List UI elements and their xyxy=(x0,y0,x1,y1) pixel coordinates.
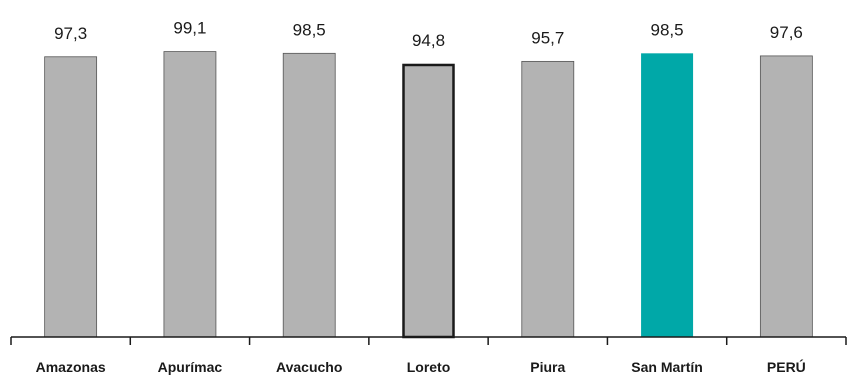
bar-apur-mac xyxy=(163,51,217,338)
category-label: Amazonas xyxy=(36,359,106,375)
value-labels-layer: 97,3 99,1 98,5 94,8 95,7 98,5 97,6 xyxy=(54,19,803,50)
bars-layer xyxy=(44,51,813,339)
value-label: 98,5 xyxy=(293,20,326,39)
value-label: 99,1 xyxy=(173,19,206,38)
category-label: PERÚ xyxy=(767,358,806,375)
value-label: 94,8 xyxy=(412,31,445,50)
bar-piura xyxy=(521,60,575,338)
category-label: Loreto xyxy=(407,359,451,375)
bar-avacucho xyxy=(282,52,336,338)
value-label: 95,7 xyxy=(531,28,564,47)
bar-amazonas xyxy=(44,56,98,338)
category-label: Piura xyxy=(530,359,565,375)
value-label: 97,3 xyxy=(54,24,87,43)
category-labels-layer: Amazonas Apurímac Avacucho Loreto Piura San M… xyxy=(36,358,806,375)
bar-loreto xyxy=(402,63,455,339)
category-label: Avacucho xyxy=(276,359,342,375)
bar-per- xyxy=(759,55,813,338)
value-label: 97,6 xyxy=(770,23,803,42)
x-axis xyxy=(10,336,847,345)
category-label: Apurímac xyxy=(158,359,223,375)
bar-san-mart-n xyxy=(641,53,694,337)
category-label: San Martín xyxy=(631,359,703,375)
value-label: 98,5 xyxy=(651,20,684,39)
